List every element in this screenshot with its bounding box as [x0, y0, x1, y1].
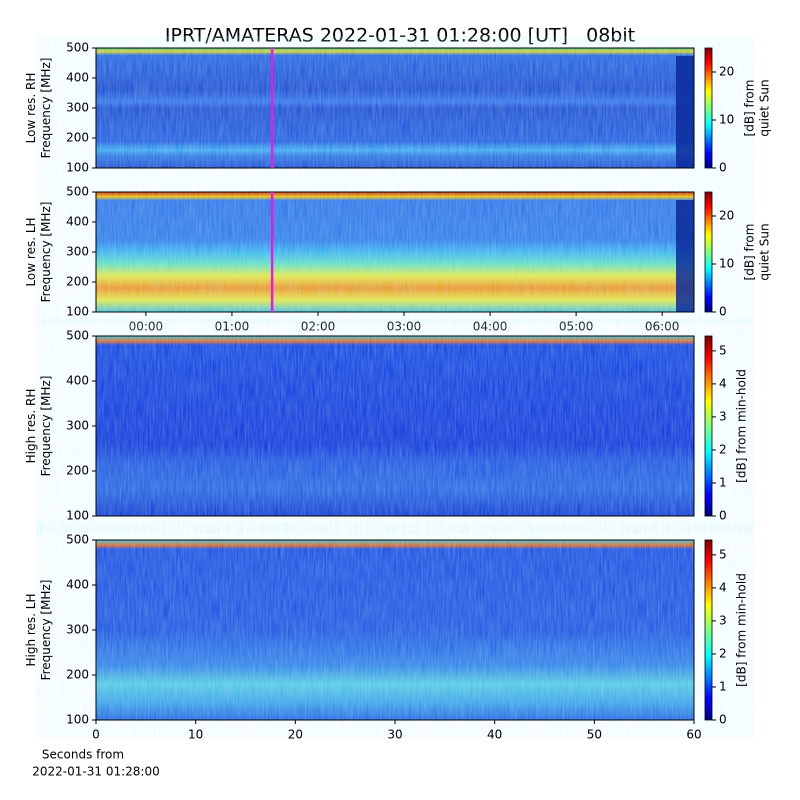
x-tick-label: 05:00	[559, 320, 594, 334]
spectrogram-texture	[96, 336, 694, 516]
y-axis-label: High res. LH	[24, 593, 38, 666]
colorbar-label: [dB] from	[743, 224, 757, 281]
y-axis-label: Frequency [MHz]	[39, 202, 53, 303]
y-tick-label: 200	[66, 668, 89, 682]
y-tick-label: 300	[66, 623, 89, 637]
x-axis-label: 2022-01-31 01:28:00	[32, 765, 159, 779]
y-tick-label: 200	[66, 275, 89, 289]
y-tick-label: 300	[66, 101, 89, 115]
x-tick-label: 20	[288, 728, 303, 742]
spectrogram-texture	[96, 192, 694, 312]
colorbar	[704, 47, 713, 169]
x-tick-label: 10	[188, 728, 203, 742]
colorbar-tick-label: 5	[719, 343, 727, 357]
colorbar-tick-label: 0	[719, 305, 727, 319]
x-tick-label: 30	[387, 728, 402, 742]
x-tick-label: 03:00	[387, 320, 422, 334]
colorbar-tick-label: 10	[719, 113, 734, 127]
colorbar-tick-label: 4	[719, 580, 727, 594]
y-tick-label: 400	[66, 578, 89, 592]
spectrogram-texture	[96, 540, 694, 720]
colorbar-label: [dB] from min-hold	[735, 573, 749, 687]
x-tick-label: 06:00	[645, 320, 680, 334]
x-axis-label: Seconds from	[42, 748, 124, 762]
x-tick-label: 40	[487, 728, 502, 742]
y-tick-label: 400	[66, 215, 89, 229]
y-tick-label: 200	[66, 464, 89, 478]
colorbar-tick-label: 20	[719, 209, 734, 223]
y-tick-label: 300	[66, 419, 89, 433]
x-tick-label: 50	[587, 728, 602, 742]
y-tick-label: 100	[66, 305, 89, 319]
colorbar-tick-label: 0	[719, 161, 727, 175]
y-axis-label: Low res. RH	[24, 73, 38, 144]
x-tick-label: 04:00	[473, 320, 508, 334]
colorbar-tick-label: 2	[719, 442, 727, 456]
spectrogram-texture	[96, 48, 694, 168]
colorbar	[704, 335, 713, 517]
y-tick-label: 100	[66, 161, 89, 175]
colorbar-tick-label: 3	[719, 613, 727, 627]
x-tick-label: 01:00	[215, 320, 250, 334]
y-tick-label: 100	[66, 509, 89, 523]
y-tick-label: 400	[66, 374, 89, 388]
y-tick-label: 500	[66, 329, 89, 343]
y-tick-label: 500	[66, 533, 89, 547]
colorbar-label: quiet Sun	[758, 79, 772, 136]
colorbar-tick-label: 10	[719, 257, 734, 271]
y-axis-label: Frequency [MHz]	[39, 376, 53, 477]
colorbar-label: quiet Sun	[758, 223, 772, 280]
colorbar-tick-label: 4	[719, 376, 727, 390]
colorbar-tick-label: 1	[719, 475, 727, 489]
y-tick-label: 400	[66, 71, 89, 85]
colorbar	[704, 539, 713, 721]
x-tick-label: 02:00	[301, 320, 336, 334]
colorbar-tick-label: 20	[719, 65, 734, 79]
colorbar-tick-label: 3	[719, 409, 727, 423]
data-gap	[676, 56, 694, 168]
x-tick-label: 00:00	[129, 320, 164, 334]
y-tick-label: 500	[66, 41, 89, 55]
colorbar	[704, 191, 713, 313]
colorbar-label: [dB] from	[743, 80, 757, 137]
colorbar-tick-label: 2	[719, 646, 727, 660]
y-tick-label: 200	[66, 131, 89, 145]
y-axis-label: Frequency [MHz]	[39, 58, 53, 159]
y-axis-label: High res. RH	[24, 389, 38, 464]
x-tick-label: 60	[686, 728, 701, 742]
y-tick-label: 100	[66, 713, 89, 727]
data-gap	[676, 200, 694, 312]
colorbar-tick-label: 0	[719, 509, 727, 523]
x-tick-label: 0	[92, 728, 100, 742]
colorbar-tick-label: 5	[719, 547, 727, 561]
y-tick-label: 500	[66, 185, 89, 199]
colorbar-tick-label: 1	[719, 679, 727, 693]
y-axis-label: Low res. LH	[24, 217, 38, 286]
colorbar-label: [dB] from min-hold	[735, 369, 749, 483]
colorbar-tick-label: 0	[719, 713, 727, 727]
figure-title: IPRT/AMATERAS 2022-01-31 01:28:00 [UT] 0…	[165, 25, 635, 47]
y-tick-label: 300	[66, 245, 89, 259]
y-axis-label: Frequency [MHz]	[39, 580, 53, 681]
